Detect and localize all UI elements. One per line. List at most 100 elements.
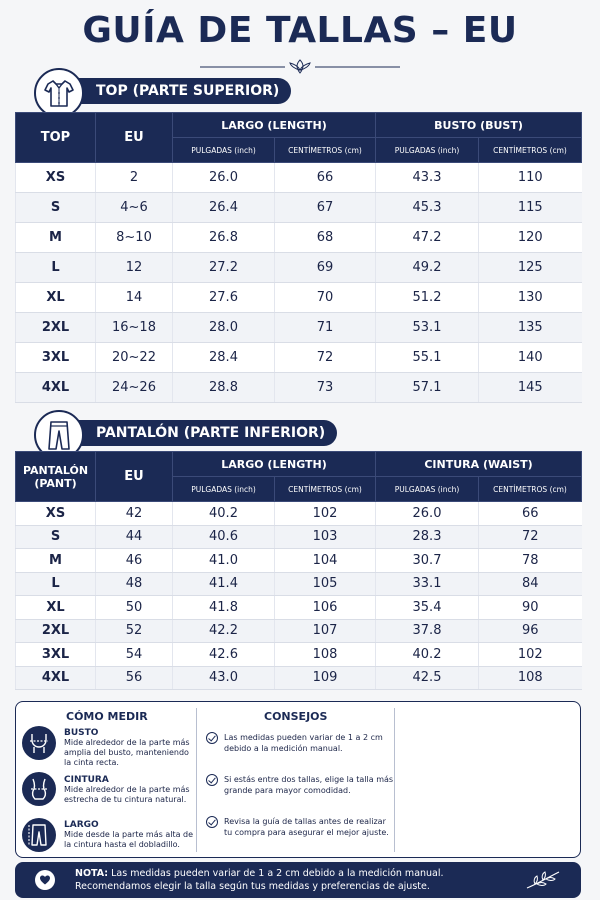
waist-inch-cell: 28.3	[375, 525, 479, 549]
eu-cell: 54	[95, 642, 173, 667]
length-inch-cell: 40.2	[172, 501, 275, 526]
leaf-branch-icon	[526, 871, 560, 889]
measure-length-label: LARGO	[64, 820, 99, 830]
bust-inch-cell: 51.2	[375, 282, 479, 313]
waist-inch-cell: 37.8	[375, 619, 479, 643]
shirt-icon	[34, 68, 84, 118]
length-cm-cell: 108	[274, 642, 376, 667]
heart-icon	[35, 870, 55, 890]
header-bust: BUSTO (BUST)	[374, 112, 583, 138]
measure-waist-label: CINTURA	[64, 775, 109, 785]
header-length-cm: CENTÍMETROS (cm)	[274, 476, 376, 502]
header-eu: EU	[95, 451, 173, 502]
table-row: XS 42 40.2 102 26.0 66	[15, 501, 582, 526]
table-row: XL 14 27.6 70 51.2 130	[15, 282, 582, 313]
size-cell: M	[15, 222, 96, 253]
eu-cell: 46	[95, 548, 173, 573]
header-bust-inch: PULGADAS (inch)	[375, 137, 479, 163]
length-inch-cell: 41.4	[172, 572, 275, 596]
bust-cm-cell: 110	[477, 162, 582, 193]
length-inch-cell: 26.0	[172, 162, 275, 193]
length-cm-cell: 70	[274, 282, 376, 313]
length-inch-cell: 26.4	[172, 192, 275, 223]
waist-inch-cell: 42.5	[375, 666, 479, 690]
bust-cm-cell: 140	[477, 342, 582, 373]
length-inch-cell: 41.8	[172, 595, 275, 620]
size-cell: XS	[15, 162, 96, 193]
measure-length-text: Mide desde la parte más alta de la cintu…	[64, 830, 194, 849]
length-inch-cell: 27.6	[172, 282, 275, 313]
waist-inch-cell: 40.2	[375, 642, 479, 667]
length-cm-cell: 102	[274, 501, 376, 526]
top-size-table: TOP EU LARGO (LENGTH) BUSTO (BUST) PULGA…	[15, 112, 583, 403]
eu-cell: 2	[95, 162, 173, 193]
bust-inch-cell: 53.1	[375, 312, 479, 343]
waist-cm-cell: 96	[477, 619, 582, 643]
size-cell: S	[15, 525, 96, 549]
length-inch-cell: 26.8	[172, 222, 275, 253]
bust-inch-cell: 57.1	[375, 372, 479, 403]
note-line-2: Recomendamos elegir la talla según tus m…	[75, 881, 430, 892]
length-inch-cell: 27.2	[172, 252, 275, 283]
length-cm-cell: 109	[274, 666, 376, 690]
table-row: 4XL 56 43.0 109 42.5 108	[15, 666, 582, 690]
table-row: S 44 40.6 103 28.3 72	[15, 525, 582, 549]
size-cell: 3XL	[15, 642, 96, 667]
eu-cell: 20~22	[95, 342, 173, 373]
size-cell: L	[15, 252, 96, 283]
note-label: NOTA:	[75, 868, 109, 879]
waist-inch-cell: 33.1	[375, 572, 479, 596]
size-cell: XL	[15, 595, 96, 620]
length-cm-cell: 72	[274, 342, 376, 373]
table-row: 3XL 20~22 28.4 72 55.1 140	[15, 342, 582, 373]
length-inch-cell: 28.0	[172, 312, 275, 343]
leaf-ornament-icon	[200, 59, 400, 74]
size-cell: 3XL	[15, 342, 96, 373]
length-inch-cell: 41.0	[172, 548, 275, 573]
length-cm-cell: 73	[274, 372, 376, 403]
waist-inch-cell: 26.0	[375, 501, 479, 526]
length-cm-cell: 69	[274, 252, 376, 283]
eu-cell: 48	[95, 572, 173, 596]
bust-cm-cell: 135	[477, 312, 582, 343]
tips-heading: CONSEJOS	[264, 710, 328, 723]
eu-cell: 24~26	[95, 372, 173, 403]
header-bust-cm: CENTÍMETROS (cm)	[477, 137, 583, 163]
waist-cm-cell: 78	[477, 548, 582, 573]
header-eu: EU	[95, 112, 173, 163]
table-row: XL 50 41.8 106 35.4 90	[15, 595, 582, 620]
length-cm-cell: 106	[274, 595, 376, 620]
length-inch-cell: 28.8	[172, 372, 275, 403]
waist-inch-cell: 30.7	[375, 548, 479, 573]
size-cell: 4XL	[15, 372, 96, 403]
length-inch-cell: 42.6	[172, 642, 275, 667]
length-cm-cell: 103	[274, 525, 376, 549]
table-row: M 8~10 26.8 68 47.2 120	[15, 222, 582, 253]
tip-text: Si estás entre dos tallas, elige la tall…	[224, 775, 394, 795]
waist-cm-cell: 90	[477, 595, 582, 620]
top-section-title: TOP (PARTE SUPERIOR)	[74, 78, 292, 104]
size-cell: XL	[15, 282, 96, 313]
check-circle-icon	[206, 774, 218, 786]
eu-cell: 4~6	[95, 192, 173, 223]
header-waist-cm: CENTÍMETROS (cm)	[477, 476, 583, 502]
bust-cm-cell: 145	[477, 372, 582, 403]
size-cell: 4XL	[15, 666, 96, 690]
waist-cm-cell: 84	[477, 572, 582, 596]
bust-inch-cell: 49.2	[375, 252, 479, 283]
pant-section-title: PANTALÓN (PARTE INFERIOR)	[74, 420, 338, 446]
length-inch-cell: 43.0	[172, 666, 275, 690]
tip-text: Revisa la guía de tallas antes de realiz…	[224, 817, 389, 837]
length-inch-cell: 42.2	[172, 619, 275, 643]
length-cm-cell: 105	[274, 572, 376, 596]
length-icon	[22, 818, 56, 852]
header-length-cm: CENTÍMETROS (cm)	[274, 137, 376, 163]
measure-length: LARGO Mide desde la parte más alta de la…	[64, 820, 194, 850]
length-cm-cell: 71	[274, 312, 376, 343]
tip-text: Las medidas pueden variar de 1 a 2 cm de…	[224, 733, 383, 753]
measure-bust-text: Mide alrededor de la parte más amplia de…	[64, 738, 190, 767]
bust-icon	[22, 726, 56, 760]
length-cm-cell: 68	[274, 222, 376, 253]
eu-cell: 52	[95, 619, 173, 643]
header-waist: CINTURA (WAIST)	[374, 451, 583, 477]
